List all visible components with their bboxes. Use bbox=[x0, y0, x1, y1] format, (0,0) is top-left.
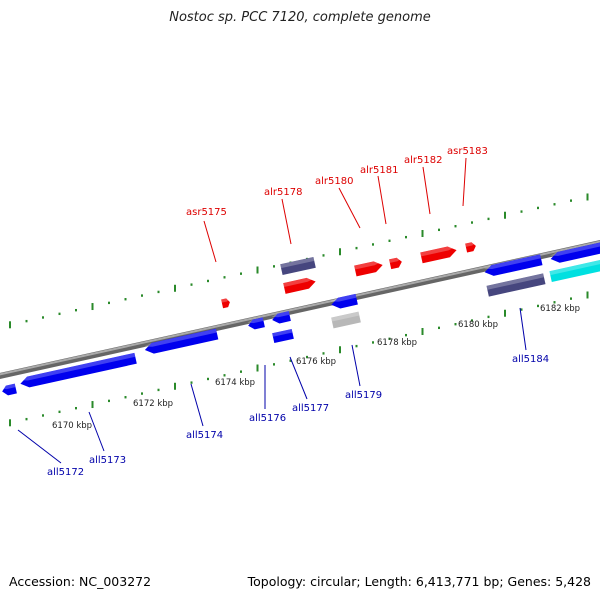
tick-group bbox=[9, 193, 589, 427]
accession-text: Accession: NC_003272 bbox=[9, 574, 152, 589]
scale-label: 6180 kbp bbox=[458, 320, 498, 330]
gene-all5177[interactable] bbox=[272, 328, 294, 344]
gene-label-all5176[interactable]: all5176 bbox=[249, 413, 286, 424]
gene-label-alr5178[interactable]: alr5178 bbox=[264, 187, 302, 198]
leader-group bbox=[17, 157, 527, 464]
gene-all5176b[interactable] bbox=[271, 311, 291, 325]
gene-label-asr5175[interactable]: asr5175 bbox=[186, 207, 227, 218]
scale-label: 6176 kbp bbox=[296, 357, 336, 367]
scale-label: 6174 kbp bbox=[215, 378, 255, 388]
gene-label-alr5181[interactable]: alr5181 bbox=[360, 165, 398, 176]
leader-all5174 bbox=[190, 383, 204, 427]
genome-summary-text: Topology: circular; Length: 6,413,771 bp… bbox=[247, 574, 591, 589]
gene-label-all5172[interactable]: all5172 bbox=[47, 467, 84, 478]
leader-alr5181 bbox=[377, 175, 387, 225]
leader-all5173 bbox=[88, 411, 105, 452]
leader-all5184 bbox=[519, 307, 527, 351]
gene-label-alr5182[interactable]: alr5182 bbox=[404, 155, 442, 166]
scale-label: 6172 kbp bbox=[133, 399, 173, 409]
gene-all5172[interactable] bbox=[1, 383, 17, 397]
gene-label-asr5183[interactable]: asr5183 bbox=[447, 146, 488, 157]
gene-alr5182[interactable] bbox=[420, 245, 458, 264]
gene-asr5183[interactable] bbox=[465, 242, 477, 253]
gene-label-all5179[interactable]: all5179 bbox=[345, 390, 382, 401]
scale-label: 6170 kbp bbox=[52, 421, 92, 431]
gene-asr5175[interactable] bbox=[221, 298, 231, 309]
gene-all5173[interactable] bbox=[19, 352, 137, 389]
gene-all5184[interactable] bbox=[483, 254, 543, 277]
gene-all5179[interactable] bbox=[330, 293, 358, 310]
gene-label-all5174[interactable]: all5174 bbox=[186, 430, 223, 441]
gene-label-alr5180[interactable]: alr5180 bbox=[315, 176, 353, 187]
gene-next-cyan[interactable] bbox=[549, 260, 600, 282]
gene-label-all5173[interactable]: all5173 bbox=[89, 455, 126, 466]
scale-label: 6182 kbp bbox=[540, 304, 580, 314]
gene-alr5180[interactable] bbox=[354, 260, 384, 277]
gene-all5176a[interactable] bbox=[247, 317, 265, 330]
leader-alr5180 bbox=[338, 187, 361, 229]
gene-next-blue[interactable] bbox=[549, 241, 600, 265]
leader-all5179 bbox=[351, 344, 361, 387]
leader-asr5183 bbox=[462, 157, 467, 207]
gene-all5174[interactable] bbox=[144, 328, 219, 356]
leader-all5172 bbox=[17, 429, 62, 464]
gene-all5179-gray[interactable] bbox=[331, 311, 361, 329]
gene-all5184-purple[interactable] bbox=[486, 273, 546, 297]
genome-title: Nostoc sp. PCC 7120, complete genome bbox=[169, 10, 431, 25]
gene-alr5178[interactable] bbox=[283, 276, 317, 294]
leader-all5177 bbox=[289, 356, 308, 400]
leader-asr5175 bbox=[203, 220, 217, 263]
scale-label: 6178 kbp bbox=[377, 338, 417, 348]
gene-group bbox=[1, 241, 600, 397]
gene-alr5178-purple[interactable] bbox=[280, 256, 316, 276]
leader-alr5182 bbox=[422, 166, 431, 215]
leader-alr5178 bbox=[281, 198, 292, 245]
gene-label-all5177[interactable]: all5177 bbox=[292, 403, 329, 414]
gene-alr5181[interactable] bbox=[389, 257, 403, 270]
gene-label-all5184[interactable]: all5184 bbox=[512, 354, 549, 365]
label-group: 6170 kbp 6172 kbp 6174 kbp 6176 kbp 6178 kbp… bbox=[47, 146, 580, 478]
